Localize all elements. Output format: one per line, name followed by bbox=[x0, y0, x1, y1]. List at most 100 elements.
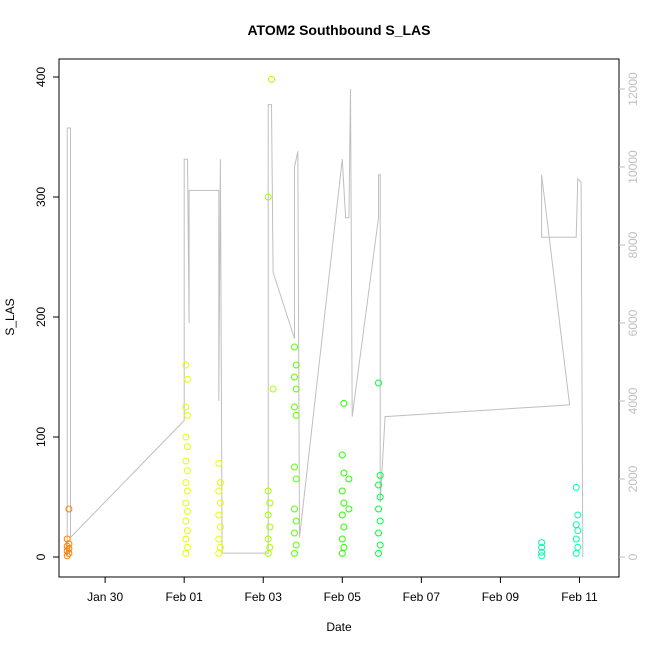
scatter-point bbox=[292, 475, 300, 483]
scatter-point bbox=[182, 535, 190, 543]
scatter-point bbox=[345, 475, 353, 483]
x-tick-label: Feb 09 bbox=[482, 590, 520, 604]
scatter-point bbox=[376, 471, 384, 479]
plot-area: 0100200300400020004000600080001000012000… bbox=[34, 58, 640, 604]
scatter-point bbox=[215, 535, 223, 543]
scatter-point bbox=[292, 385, 300, 393]
scatter-point bbox=[375, 549, 382, 557]
x-axis-label: Date bbox=[326, 620, 352, 634]
scatter-point bbox=[574, 527, 582, 535]
x-tick-label: Feb 07 bbox=[403, 590, 441, 604]
scatter-point bbox=[182, 457, 190, 465]
scatter-point bbox=[340, 469, 348, 477]
scatter-point bbox=[216, 479, 224, 487]
scatter-point bbox=[182, 479, 190, 487]
scatter-point bbox=[375, 481, 382, 489]
scatter-point bbox=[375, 379, 382, 387]
scatter-point bbox=[215, 487, 223, 495]
y2-tick-label: 4000 bbox=[626, 387, 640, 414]
scatter-point bbox=[292, 361, 300, 369]
scatter-point bbox=[215, 511, 223, 519]
scatter-point bbox=[264, 193, 272, 201]
scatter-point bbox=[182, 499, 190, 507]
scatter-point bbox=[268, 75, 275, 83]
scatter-point bbox=[340, 543, 348, 551]
scatter-point bbox=[338, 549, 346, 557]
scatter-point bbox=[375, 529, 382, 537]
y-tick-label: 400 bbox=[34, 67, 48, 87]
scatter-point bbox=[572, 549, 580, 557]
scatter-point bbox=[340, 499, 348, 507]
scatter-point bbox=[65, 505, 73, 513]
scatter-point bbox=[216, 523, 224, 531]
y2-line-series bbox=[66, 88, 584, 558]
chart-title: ATOM2 Southbound S_LAS bbox=[247, 22, 430, 38]
scatter-point bbox=[264, 535, 272, 543]
y2-tick-label: 12000 bbox=[626, 72, 640, 106]
scatter-point bbox=[292, 541, 300, 549]
y2-tick-label: 8000 bbox=[626, 231, 640, 258]
scatter-point bbox=[291, 505, 298, 513]
scatter-point bbox=[184, 443, 191, 451]
scatter-point bbox=[291, 373, 298, 381]
scatter-point bbox=[338, 451, 346, 459]
scatter-point bbox=[572, 521, 580, 529]
x-tick-label: Feb 03 bbox=[245, 590, 283, 604]
scatter-point bbox=[376, 541, 384, 549]
scatter-point bbox=[292, 411, 300, 419]
scatter-point bbox=[538, 543, 546, 551]
scatter-point bbox=[264, 487, 272, 495]
y2-tick-label: 0 bbox=[626, 553, 640, 560]
scatter-point bbox=[338, 511, 346, 519]
scatter-point bbox=[340, 399, 348, 407]
scatter-point bbox=[63, 552, 71, 560]
x-tick-label: Feb 01 bbox=[165, 590, 203, 604]
plot-frame bbox=[58, 58, 620, 578]
scatter-point bbox=[63, 535, 71, 543]
y-tick-label: 300 bbox=[34, 187, 48, 207]
scatter-point bbox=[182, 517, 190, 525]
scatter-point bbox=[184, 543, 191, 551]
y-tick-label: 0 bbox=[34, 553, 48, 560]
y-tick-label: 200 bbox=[34, 307, 48, 327]
x-tick-label: Jan 30 bbox=[87, 590, 123, 604]
scatter-point bbox=[184, 527, 191, 535]
scatter-point bbox=[345, 505, 353, 513]
scatter-point bbox=[574, 511, 582, 519]
scatter-point bbox=[291, 463, 298, 471]
y2-tick-label: 10000 bbox=[626, 150, 640, 184]
scatter-point bbox=[291, 529, 298, 537]
y-tick-label: 100 bbox=[34, 427, 48, 447]
scatter-point bbox=[269, 385, 277, 393]
scatter-point bbox=[184, 507, 191, 515]
scatter-point bbox=[182, 549, 190, 557]
scatter-point bbox=[184, 467, 191, 475]
scatter-point bbox=[264, 549, 272, 557]
scatter-point bbox=[184, 411, 191, 419]
x-tick-label: Feb 11 bbox=[561, 590, 598, 604]
scatter-point bbox=[292, 517, 300, 525]
scatter-point bbox=[215, 459, 223, 467]
scatter-point bbox=[338, 535, 346, 543]
scatter-point bbox=[291, 549, 298, 557]
scatter-point bbox=[572, 535, 580, 543]
scatter-point bbox=[376, 517, 384, 525]
scatter-point bbox=[215, 549, 223, 557]
scatter-point bbox=[291, 343, 298, 351]
y2-tick-label: 6000 bbox=[626, 309, 640, 336]
scatter-point bbox=[375, 505, 382, 513]
scatter-point bbox=[340, 523, 348, 531]
scatter-point bbox=[264, 511, 272, 519]
scatter-point bbox=[538, 539, 546, 547]
scatter-point bbox=[182, 433, 190, 441]
scatter-point bbox=[266, 523, 274, 531]
scatter-point bbox=[538, 552, 546, 560]
scatter-point bbox=[266, 543, 274, 551]
y2-tick-label: 2000 bbox=[626, 465, 640, 492]
scatter-point bbox=[376, 493, 384, 501]
scatter-point bbox=[338, 487, 346, 495]
scatter-point bbox=[574, 543, 582, 551]
scatter-point bbox=[291, 403, 298, 411]
scatter-point bbox=[182, 403, 190, 411]
